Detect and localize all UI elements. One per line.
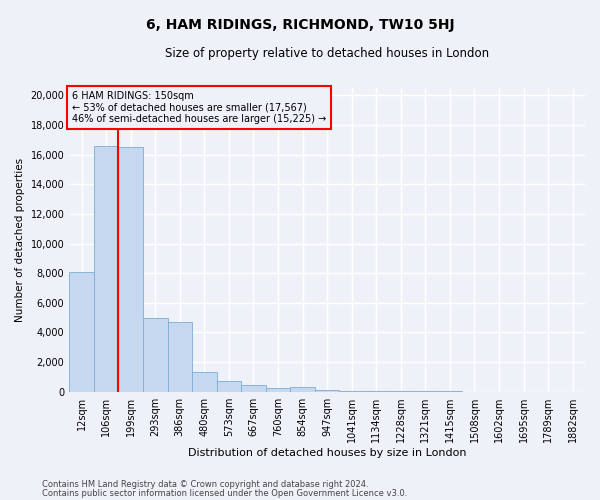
Text: 6, HAM RIDINGS, RICHMOND, TW10 5HJ: 6, HAM RIDINGS, RICHMOND, TW10 5HJ [146, 18, 454, 32]
Title: Size of property relative to detached houses in London: Size of property relative to detached ho… [165, 48, 489, 60]
Bar [340, 390, 364, 392]
Text: Contains HM Land Registry data © Crown copyright and database right 2024.: Contains HM Land Registry data © Crown c… [42, 480, 368, 489]
Bar [241, 385, 266, 392]
Text: Contains public sector information licensed under the Open Government Licence v3: Contains public sector information licen… [42, 488, 407, 498]
Bar [217, 381, 241, 392]
Bar [167, 322, 192, 392]
Bar [118, 148, 143, 392]
Bar [364, 391, 389, 392]
Bar [69, 272, 94, 392]
Bar [94, 146, 118, 392]
Y-axis label: Number of detached properties: Number of detached properties [15, 158, 25, 322]
Bar [266, 388, 290, 392]
Bar [143, 318, 167, 392]
Bar [315, 390, 340, 392]
X-axis label: Distribution of detached houses by size in London: Distribution of detached houses by size … [188, 448, 466, 458]
Text: 6 HAM RIDINGS: 150sqm
← 53% of detached houses are smaller (17,567)
46% of semi-: 6 HAM RIDINGS: 150sqm ← 53% of detached … [72, 91, 326, 124]
Bar [192, 372, 217, 392]
Bar [290, 388, 315, 392]
